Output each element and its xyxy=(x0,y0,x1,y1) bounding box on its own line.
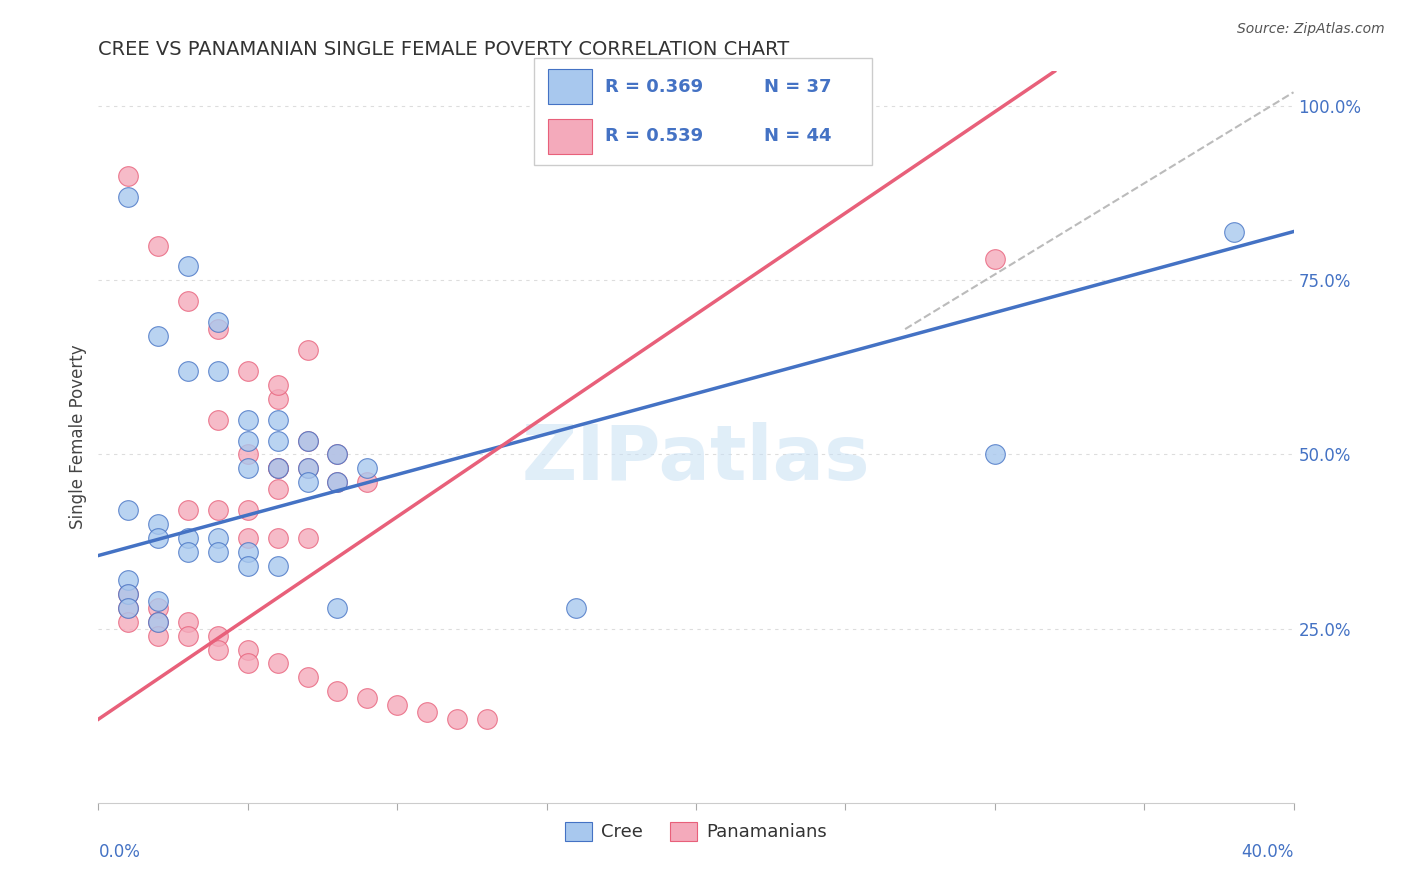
Point xyxy=(236,558,259,573)
Point xyxy=(326,475,349,490)
Point xyxy=(117,600,139,615)
Point xyxy=(267,461,290,475)
Point xyxy=(356,461,378,475)
Point xyxy=(177,531,200,545)
Point xyxy=(236,434,259,448)
Point xyxy=(177,364,200,378)
Text: 40.0%: 40.0% xyxy=(1241,843,1294,861)
Point xyxy=(117,190,139,204)
Point xyxy=(117,503,139,517)
Point xyxy=(117,169,139,183)
Point xyxy=(207,322,229,336)
Point xyxy=(207,364,229,378)
Legend: Cree, Panamanians: Cree, Panamanians xyxy=(558,814,834,848)
Point xyxy=(117,600,139,615)
Point xyxy=(117,573,139,587)
Text: N = 37: N = 37 xyxy=(763,78,831,95)
Point xyxy=(565,600,588,615)
Point xyxy=(148,615,170,629)
Point xyxy=(1223,225,1246,239)
Point xyxy=(297,461,319,475)
Text: ZIPatlas: ZIPatlas xyxy=(522,422,870,496)
FancyBboxPatch shape xyxy=(534,58,872,165)
Point xyxy=(326,475,349,490)
Point xyxy=(148,600,170,615)
Point xyxy=(297,461,319,475)
Point xyxy=(148,329,170,343)
Point xyxy=(267,657,290,671)
Point xyxy=(177,260,200,274)
Bar xyxy=(548,69,592,104)
Point xyxy=(446,712,468,726)
Point xyxy=(236,503,259,517)
Point xyxy=(984,252,1007,267)
Point xyxy=(267,461,290,475)
Point xyxy=(326,684,349,698)
Point xyxy=(148,629,170,643)
Point xyxy=(236,412,259,426)
Point xyxy=(117,615,139,629)
Point xyxy=(207,503,229,517)
Point xyxy=(297,434,319,448)
Point xyxy=(177,545,200,559)
Point xyxy=(326,600,349,615)
Point xyxy=(297,670,319,684)
Point xyxy=(177,503,200,517)
Point xyxy=(267,412,290,426)
Point xyxy=(236,448,259,462)
Point xyxy=(177,615,200,629)
Point xyxy=(267,377,290,392)
Point xyxy=(297,434,319,448)
Point xyxy=(207,531,229,545)
Point xyxy=(236,364,259,378)
Point xyxy=(326,448,349,462)
Point xyxy=(356,475,378,490)
Point xyxy=(267,558,290,573)
Point xyxy=(177,629,200,643)
Point xyxy=(207,629,229,643)
Point xyxy=(297,531,319,545)
Text: Source: ZipAtlas.com: Source: ZipAtlas.com xyxy=(1237,22,1385,37)
Text: R = 0.539: R = 0.539 xyxy=(605,128,703,145)
Point xyxy=(267,392,290,406)
Point xyxy=(297,475,319,490)
Point xyxy=(207,315,229,329)
Point xyxy=(356,691,378,706)
Point xyxy=(267,483,290,497)
Point xyxy=(267,531,290,545)
Point xyxy=(236,531,259,545)
Point xyxy=(207,642,229,657)
Point xyxy=(236,657,259,671)
Point xyxy=(416,705,439,719)
Point xyxy=(148,615,170,629)
Point xyxy=(177,294,200,309)
Y-axis label: Single Female Poverty: Single Female Poverty xyxy=(69,345,87,529)
Text: R = 0.369: R = 0.369 xyxy=(605,78,703,95)
Point xyxy=(984,448,1007,462)
Text: 0.0%: 0.0% xyxy=(98,843,141,861)
Point xyxy=(207,412,229,426)
Point xyxy=(148,517,170,532)
Point xyxy=(475,712,498,726)
Text: CREE VS PANAMANIAN SINGLE FEMALE POVERTY CORRELATION CHART: CREE VS PANAMANIAN SINGLE FEMALE POVERTY… xyxy=(98,39,790,59)
Point xyxy=(236,642,259,657)
Point xyxy=(236,461,259,475)
Point xyxy=(326,448,349,462)
Point xyxy=(267,461,290,475)
Point xyxy=(385,698,409,713)
Point xyxy=(148,238,170,252)
Point xyxy=(117,587,139,601)
Point xyxy=(236,545,259,559)
Text: N = 44: N = 44 xyxy=(763,128,831,145)
Bar xyxy=(548,119,592,154)
Point xyxy=(267,434,290,448)
Point xyxy=(148,531,170,545)
Point xyxy=(297,343,319,357)
Point xyxy=(207,545,229,559)
Point xyxy=(148,594,170,608)
Point xyxy=(117,587,139,601)
